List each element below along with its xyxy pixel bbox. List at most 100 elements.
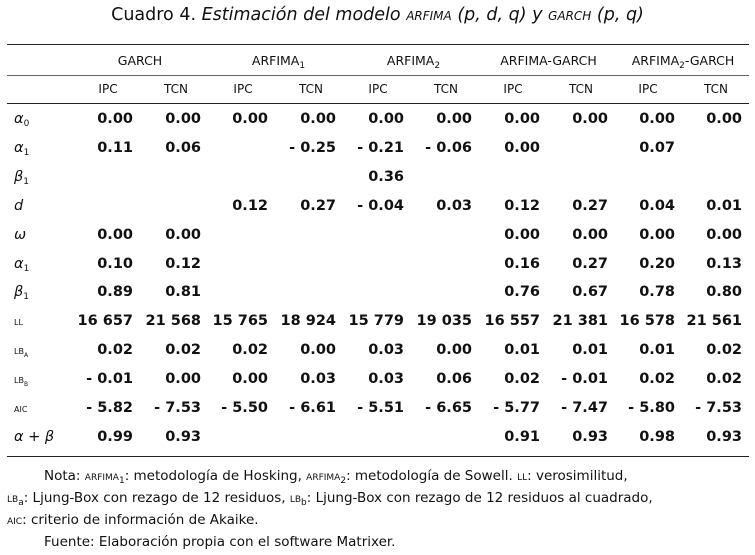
table-cell: 0.27 bbox=[572, 197, 608, 214]
table-cell: 0.06 bbox=[436, 371, 472, 388]
table-cell: 0.98 bbox=[639, 428, 675, 445]
bottom-rule bbox=[7, 456, 749, 457]
row-label: α1 bbox=[14, 139, 29, 162]
source-note: Fuente: Elaboración propia con el softwa… bbox=[44, 534, 396, 550]
group-header-subscript: 2 bbox=[434, 61, 441, 71]
note-lb-a: lb bbox=[7, 490, 19, 506]
table-cell: 0.02 bbox=[504, 371, 540, 388]
table-cell: - 0.21 bbox=[357, 139, 404, 156]
column-header: TCN bbox=[299, 82, 323, 96]
table-cell: 0.00 bbox=[165, 371, 201, 388]
table-cell: 0.00 bbox=[572, 226, 608, 243]
row-label: β1 bbox=[14, 168, 29, 191]
table-cell: 0.93 bbox=[165, 428, 201, 445]
table-cell: - 5.51 bbox=[357, 400, 404, 416]
table-cell: 18 924 bbox=[280, 313, 337, 330]
row-label: lba bbox=[14, 341, 28, 364]
table-cell: - 5.77 bbox=[493, 400, 540, 416]
row-label-subscript: 1 bbox=[23, 147, 30, 158]
title-text-1: Estimación del modelo bbox=[201, 5, 401, 25]
table-cell: 0.93 bbox=[706, 428, 742, 445]
subheader-rule bbox=[7, 103, 749, 104]
table-cell: - 7.47 bbox=[561, 400, 608, 416]
table-cell: 0.03 bbox=[368, 371, 404, 388]
group-header-label: ARFIMA bbox=[386, 53, 435, 68]
row-label-symbol: ll bbox=[14, 314, 23, 329]
table-cell: 0.02 bbox=[639, 371, 675, 388]
group-header: ARFIMA1 bbox=[212, 53, 345, 74]
table-cell: 0.01 bbox=[706, 197, 742, 214]
column-header: IPC bbox=[368, 82, 388, 96]
table-cell: 16 578 bbox=[619, 313, 676, 330]
table-cell: 0.13 bbox=[706, 255, 742, 272]
table-cell: 0.02 bbox=[706, 342, 742, 359]
column-header: TCN bbox=[569, 82, 593, 96]
note-sub-a: a bbox=[18, 498, 24, 508]
note-arfima-2: arfima bbox=[306, 468, 341, 484]
table-cell: 0.02 bbox=[165, 342, 201, 359]
row-label-subscript: 1 bbox=[23, 176, 29, 187]
table-cell: 0.36 bbox=[368, 168, 404, 185]
column-header: IPC bbox=[638, 82, 658, 96]
table-cell: 0.67 bbox=[572, 284, 608, 301]
table-cell: 0.12 bbox=[504, 197, 540, 214]
table-cell: 0.93 bbox=[572, 428, 608, 445]
row-label: ω bbox=[14, 226, 26, 244]
note-text-3: : verosimilitud, bbox=[527, 468, 628, 484]
row-label-subscript: 0 bbox=[23, 119, 30, 129]
group-header-label: ARFIMA-GARCH bbox=[500, 53, 597, 68]
title-text-3: (p, q) bbox=[596, 5, 644, 25]
column-header: IPC bbox=[503, 82, 523, 96]
table-cell: 0.10 bbox=[97, 255, 133, 272]
table-cell: 0.00 bbox=[97, 226, 133, 243]
table-cell: 21 381 bbox=[552, 313, 609, 330]
table-cell: 15 765 bbox=[212, 313, 269, 330]
row-label-symbol: ω bbox=[14, 226, 27, 243]
note-text-6: : criterio de información de Akaike. bbox=[22, 512, 259, 528]
table-cell: 0.07 bbox=[639, 139, 675, 156]
table-cell: 0.01 bbox=[572, 342, 608, 359]
table-cell: 0.76 bbox=[504, 284, 540, 301]
row-label-subscript: 1 bbox=[23, 292, 29, 303]
header-rule bbox=[7, 75, 749, 76]
table-cell: 0.81 bbox=[165, 284, 201, 301]
group-header-suffix: -GARCH bbox=[684, 53, 735, 68]
table-cell: 21 561 bbox=[686, 313, 743, 330]
table-cell: 0.00 bbox=[706, 111, 742, 127]
row-label-subscript: b bbox=[23, 379, 29, 390]
table-cell: 0.80 bbox=[706, 284, 742, 301]
group-header: ARFIMA2-GARCH bbox=[617, 53, 749, 74]
title-text-2: (p, d, q) y bbox=[457, 5, 543, 25]
table-cell: 0.00 bbox=[300, 342, 336, 359]
column-header: TCN bbox=[164, 82, 188, 96]
note-sub-b: b bbox=[301, 498, 307, 508]
row-label: α + β bbox=[14, 428, 54, 446]
note-sub-1: 1 bbox=[118, 476, 125, 486]
table-cell: 0.03 bbox=[300, 371, 336, 388]
table-cell: - 6.61 bbox=[289, 400, 336, 416]
table-cell: - 0.06 bbox=[425, 139, 472, 156]
table-cell: - 5.50 bbox=[221, 400, 268, 416]
note-line-3: aic: criterio de información de Akaike. bbox=[7, 510, 259, 530]
table-cell: 0.00 bbox=[232, 371, 268, 388]
table-cell: 0.99 bbox=[97, 428, 133, 445]
row-label-subscript: 1 bbox=[23, 263, 30, 274]
note-line-2: lba: Ljung-Box con rezago de 12 residuos… bbox=[7, 488, 653, 513]
table-cell: 0.03 bbox=[436, 197, 472, 214]
group-header: ARFIMA-GARCH bbox=[482, 53, 615, 69]
group-header: GARCH bbox=[70, 53, 210, 69]
table-cell: 0.01 bbox=[639, 342, 675, 359]
note-text-5: : Ljung-Box con rezago de 12 residuos al… bbox=[306, 490, 653, 506]
table-cell: - 7.53 bbox=[695, 400, 742, 416]
table-cell: - 0.04 bbox=[357, 197, 404, 214]
table-cell: 0.01 bbox=[504, 342, 540, 359]
row-label-symbol: β bbox=[14, 168, 24, 185]
column-header: TCN bbox=[704, 82, 728, 96]
row-label: α1 bbox=[14, 255, 29, 278]
table-cell: 16 657 bbox=[77, 313, 134, 330]
note-lb-b: lb bbox=[289, 490, 302, 506]
row-label-symbol: α bbox=[14, 139, 24, 156]
title-garch: garch bbox=[548, 5, 592, 25]
table-cell: - 0.01 bbox=[86, 371, 133, 388]
